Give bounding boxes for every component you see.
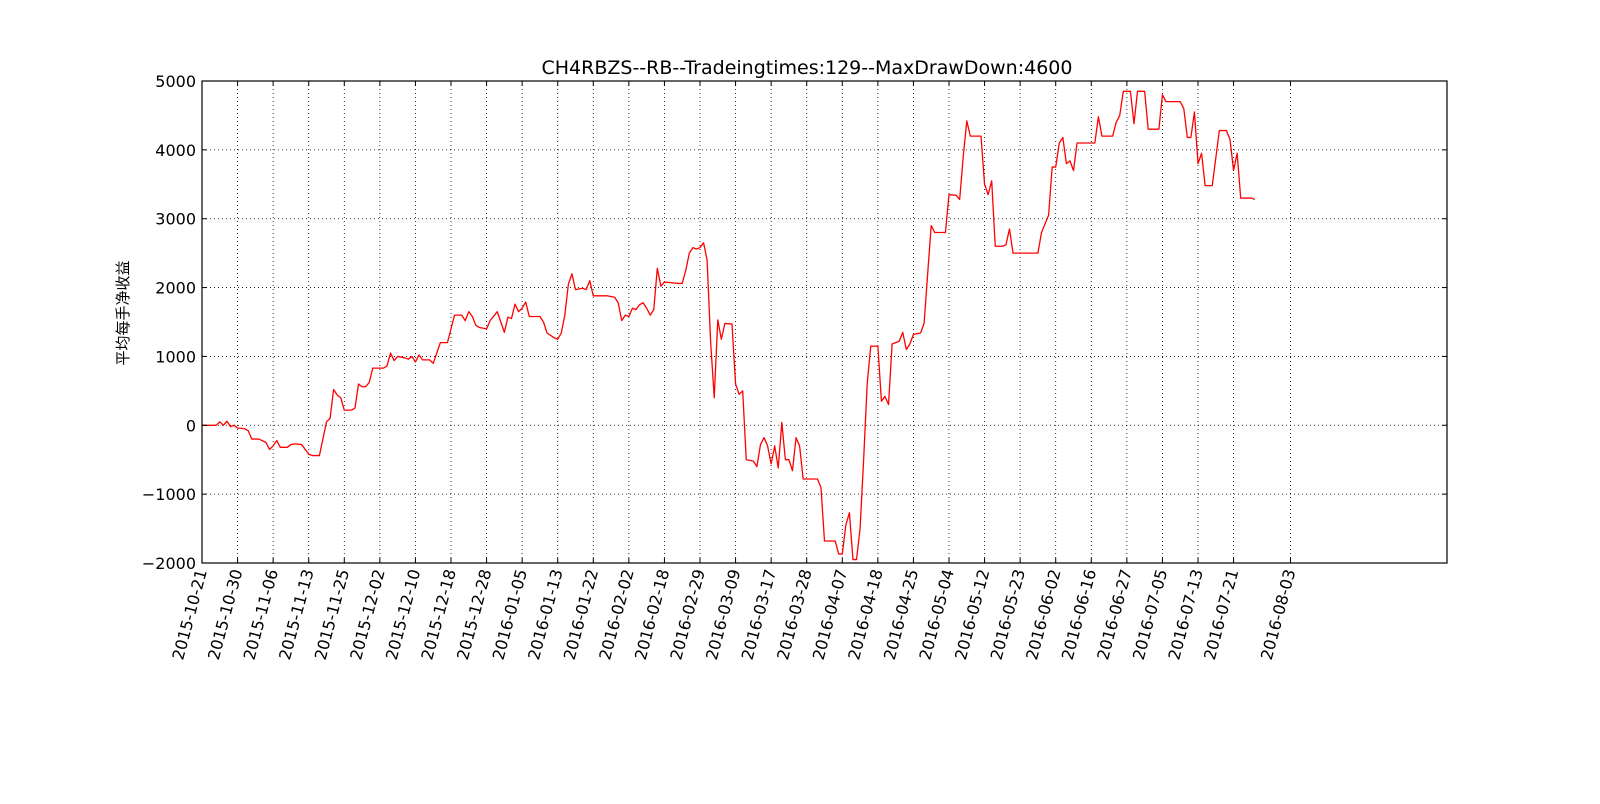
y-tick-label: −1000 (142, 485, 196, 504)
plot-frame (201, 80, 1448, 564)
series-line (202, 90, 1256, 561)
y-tick-label: 3000 (155, 210, 196, 229)
grid-lines (202, 81, 1447, 563)
y-tick-label: 1000 (155, 347, 196, 366)
y-tick-label: 0 (186, 416, 196, 435)
y-tick-label: −2000 (142, 554, 196, 573)
y-tick-label: 2000 (155, 279, 196, 298)
y-tick-label: 5000 (155, 72, 196, 91)
y-tick-label: 4000 (155, 141, 196, 160)
chart-title: CH4RBZS--RB--Tradeingtimes:129--MaxDrawD… (542, 57, 1073, 79)
y-axis-label: 平均每手净收益 (114, 260, 132, 365)
series-layer (202, 90, 1256, 561)
